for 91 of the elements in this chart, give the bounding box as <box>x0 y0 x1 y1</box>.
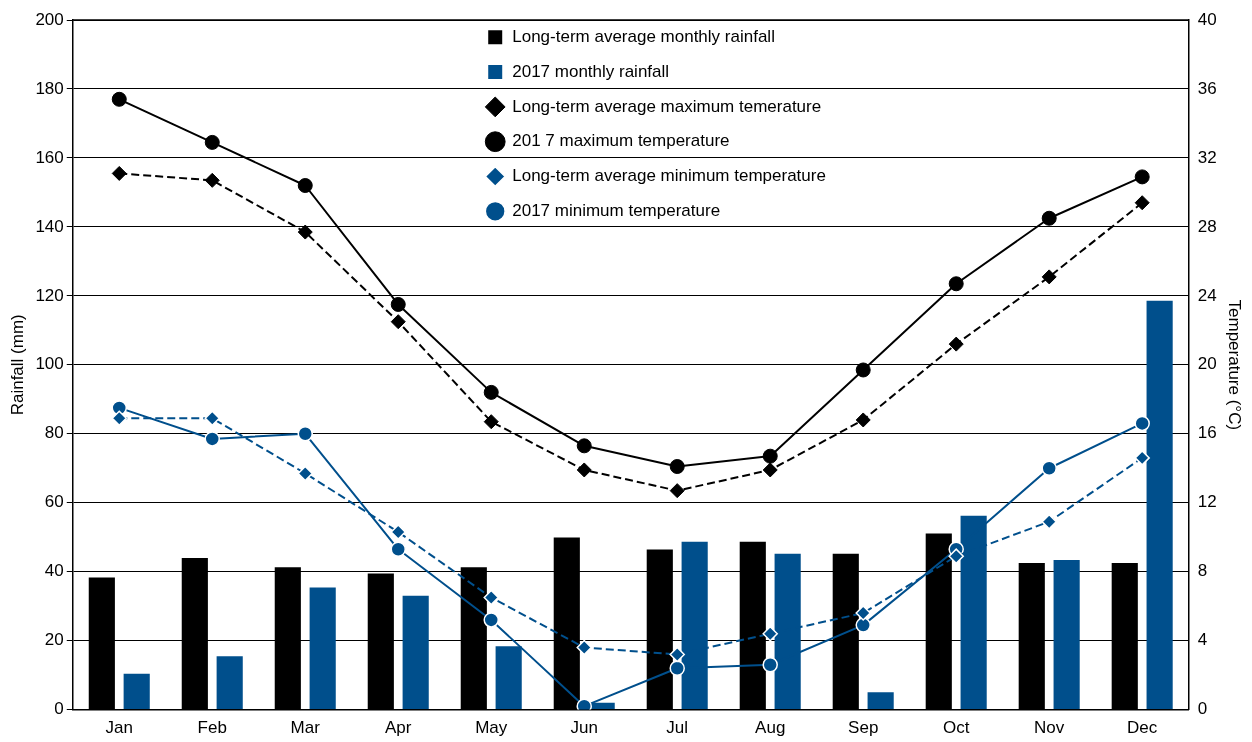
y2-tick-label: 24 <box>1197 285 1217 305</box>
legend-label: Long-term average minimum temperature <box>512 166 826 186</box>
x-tick-label: Feb <box>197 718 227 738</box>
x-tick-label: Jan <box>105 718 133 738</box>
x-tick-label: Oct <box>942 718 970 738</box>
y2-tick-label: 16 <box>1197 423 1217 443</box>
legend-label: 2017 monthly rainfall <box>512 61 670 81</box>
point <box>297 426 313 442</box>
y-tick-label: 160 <box>35 147 64 167</box>
point <box>297 178 313 193</box>
point <box>390 524 406 540</box>
point <box>204 431 221 447</box>
x-tick-label: May <box>475 718 508 738</box>
point <box>948 548 964 564</box>
point <box>1041 210 1057 226</box>
point <box>669 459 685 475</box>
y-tick-label: 140 <box>35 216 64 236</box>
point <box>390 296 406 312</box>
point <box>576 462 592 478</box>
legend-label: 201 7 maximum temperature <box>512 131 730 151</box>
point <box>483 414 499 430</box>
point <box>111 91 127 107</box>
x-tick-label: Jul <box>666 718 689 738</box>
x-tick-label: Jun <box>570 718 598 738</box>
point <box>483 384 499 400</box>
point <box>855 362 871 378</box>
y-tick-label: 40 <box>44 561 64 581</box>
y2-tick-label: 0 <box>1197 699 1208 719</box>
point <box>111 165 127 181</box>
point <box>483 589 499 606</box>
point <box>948 336 964 352</box>
y-tick-label: 60 <box>44 492 64 512</box>
point <box>762 462 778 478</box>
point <box>1134 195 1150 211</box>
y-tick-label: 0 <box>54 699 64 719</box>
point <box>1041 460 1057 476</box>
bar <box>216 656 243 710</box>
y-axis-title: Rainfall (mm) <box>7 314 27 416</box>
y2-tick-label: 32 <box>1197 147 1217 167</box>
y-tick-label: 20 <box>44 630 64 650</box>
point <box>669 660 685 676</box>
bar <box>867 692 894 710</box>
point <box>669 483 685 499</box>
x-tick-label: Apr <box>385 718 412 738</box>
x-tick-label: Sep <box>848 718 879 738</box>
point <box>483 612 499 628</box>
y-tick-label: 80 <box>44 423 64 443</box>
point <box>1134 169 1150 185</box>
x-tick-label: Dec <box>1127 718 1158 738</box>
point <box>855 605 871 621</box>
point <box>390 314 406 330</box>
point <box>204 134 220 150</box>
legend-label: 2017 minimum temperature <box>512 200 721 220</box>
bar <box>309 587 336 710</box>
y-tick-label: 200 <box>35 9 64 29</box>
point <box>855 412 871 428</box>
point <box>297 465 313 482</box>
x-tick-label: Mar <box>290 718 321 738</box>
point <box>297 224 313 240</box>
bar <box>123 673 150 710</box>
point <box>855 617 871 633</box>
point <box>111 410 128 426</box>
y-tick-label: 100 <box>35 354 64 374</box>
legend-label: Long-term average maximum temerature <box>512 96 822 116</box>
y2-tick-label: 36 <box>1197 78 1217 98</box>
x-tick-label: Aug <box>755 718 786 738</box>
legend-label: Long-term average monthly rainfall <box>512 26 775 46</box>
y2-tick-label: 28 <box>1197 216 1217 236</box>
y2-axis-title: Temperature (°C) <box>1225 299 1245 431</box>
point <box>1134 450 1150 466</box>
y-tick-label: 120 <box>35 285 64 305</box>
point <box>576 639 592 656</box>
y2-tick-label: 8 <box>1197 561 1208 581</box>
bar <box>1053 559 1080 710</box>
point <box>204 172 220 188</box>
y2-tick-label: 12 <box>1197 492 1217 512</box>
point <box>762 657 778 673</box>
point <box>204 410 221 426</box>
point <box>1134 415 1150 432</box>
point <box>762 448 778 464</box>
y2-tick-label: 20 <box>1197 354 1217 374</box>
y-tick-label: 180 <box>35 78 64 98</box>
point <box>948 276 964 292</box>
point <box>390 541 406 558</box>
point <box>576 438 592 454</box>
bar <box>402 595 429 710</box>
x-tick-label: Nov <box>1034 718 1065 738</box>
point <box>1041 269 1057 285</box>
point <box>669 646 685 663</box>
y2-tick-label: 40 <box>1197 9 1217 29</box>
y2-tick-label: 4 <box>1197 630 1208 650</box>
